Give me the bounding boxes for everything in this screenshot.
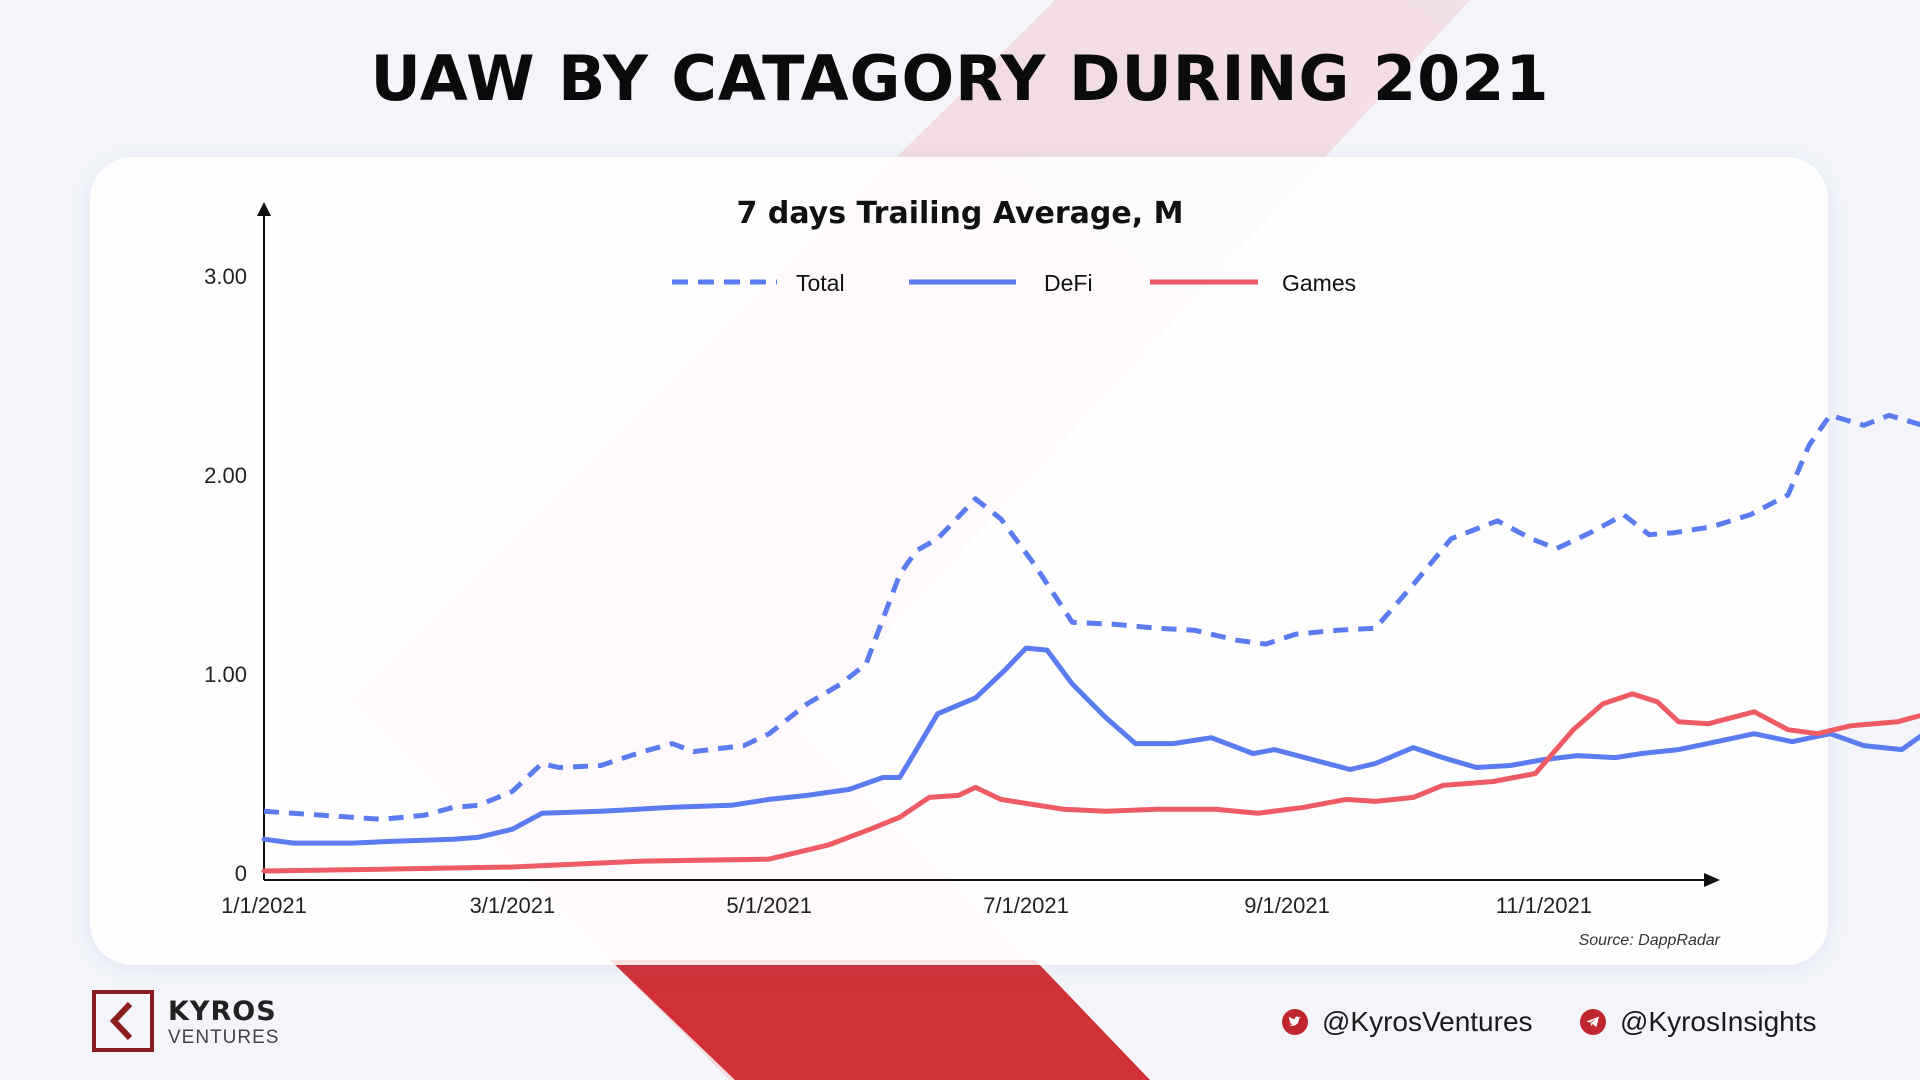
x-tick-label: 7/1/2021 [983,893,1069,918]
chart-card [90,157,1828,965]
series-line-defi [261,645,1920,846]
y-tick-label: 2.00 [204,463,247,488]
twitter-handle: @KyrosVentures [1322,1006,1533,1037]
x-tick-label: 1/1/2021 [221,893,307,918]
x-tick-label: 9/1/2021 [1244,893,1330,918]
legend-label-total: Total [796,270,845,296]
social-twitter[interactable]: @KyrosVentures [1282,1006,1533,1038]
kyros-logo-icon [92,990,154,1052]
legend: Total DeFi Games [672,270,1356,296]
x-tick-label: 3/1/2021 [470,893,556,918]
x-tick-label: 11/1/2021 [1496,893,1592,918]
telegram-icon [1580,1009,1606,1035]
series-line-games [261,691,1920,874]
source-note: Source: DappRadar [1578,932,1720,949]
x-tick-label: 5/1/2021 [726,893,812,918]
legend-label-defi: DeFi [1044,270,1093,296]
series-lines [261,412,1920,874]
x-tick-labels: 1/1/2021 3/1/2021 5/1/2021 7/1/2021 9/1/2021… [221,893,1592,918]
decor-red-band [610,960,1150,1080]
twitter-icon [1282,1009,1308,1035]
legend-label-games: Games [1282,270,1356,296]
y-tick-label: 3.00 [204,264,247,289]
y-tick-label: 0 [235,861,247,886]
y-tick-label: 1.00 [204,662,247,687]
x-axis-arrow [1704,873,1720,887]
brand-subtitle: VENTURES [168,1027,280,1048]
y-tick-labels: 0 1.00 2.00 3.00 [204,264,247,886]
series-line-total [263,412,1920,822]
telegram-handle: @KyrosInsights [1620,1006,1817,1037]
brand-name: KYROS [168,996,277,1027]
social-telegram[interactable]: @KyrosInsights [1580,1006,1817,1038]
page-title: UAW BY CATAGORY DURING 2021 [370,42,1550,115]
chart-title: 7 days Trailing Average, M [736,196,1184,231]
y-axis-arrow [257,202,271,216]
axes [257,202,1720,887]
